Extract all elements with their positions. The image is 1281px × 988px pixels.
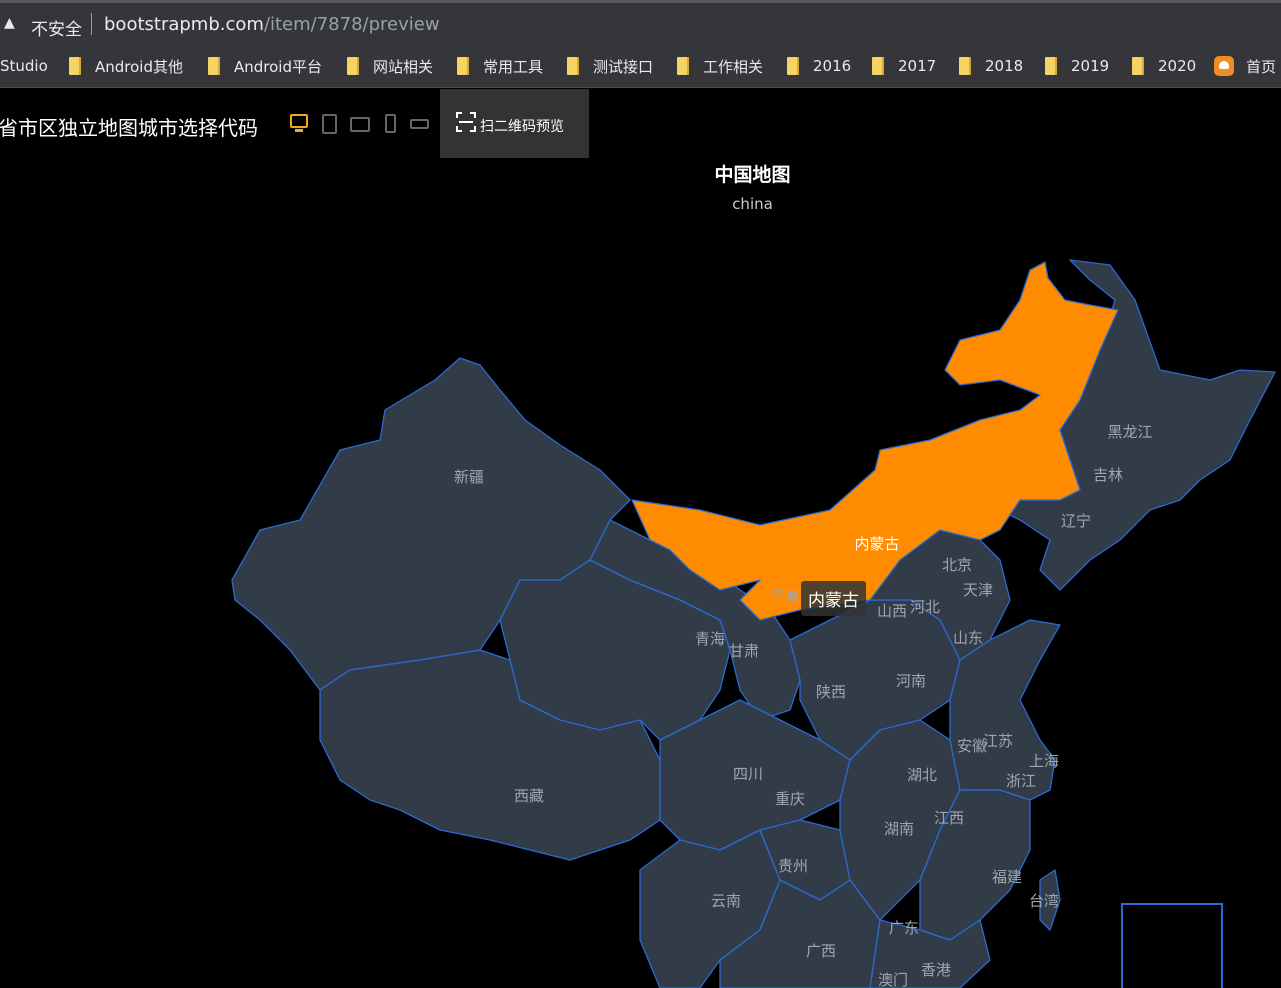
phone-icon[interactable] <box>385 114 396 133</box>
province-label: 河南 <box>896 673 926 690</box>
province-label: 香港 <box>921 962 951 979</box>
address-bar[interactable]: ▲ 不安全 bootstrapmb.com/item/7878/preview <box>0 0 1281 44</box>
bookmark-android-platform[interactable]: Android平台 <box>208 56 322 76</box>
map-subtitle: china <box>732 195 773 213</box>
province-label: 安徽 <box>957 738 987 755</box>
province-label: 陕西 <box>816 684 846 701</box>
province-label: 山东 <box>953 630 983 647</box>
bookmark-work[interactable]: 工作相关 <box>677 56 763 76</box>
qr-preview-label: 扫二维码预览 <box>480 119 564 135</box>
bookmark-home[interactable]: 首页 <box>1214 56 1276 76</box>
bookmarks-bar: Studio Android其他 Android平台 网站相关 常用工具 测试接… <box>0 44 1281 88</box>
bookmark-tools[interactable]: 常用工具 <box>457 56 543 76</box>
province-label: 福建 <box>992 869 1022 886</box>
province-label: 上海 <box>1029 753 1059 770</box>
province-label: 湖北 <box>907 767 937 784</box>
province-label: 黑龙江 <box>1107 424 1152 441</box>
province-label: 吉林 <box>1093 467 1123 484</box>
page-title: 省市区独立地图城市选择代码 <box>0 116 258 140</box>
province-label: 内蒙古 <box>854 536 899 553</box>
province-label: 天津 <box>963 582 993 599</box>
province-label: 贵州 <box>778 858 808 875</box>
warning-triangle-icon[interactable]: ▲ <box>4 15 15 31</box>
province-label: 辽宁 <box>1061 513 1091 530</box>
folder-icon <box>208 57 220 75</box>
region-tibet[interactable] <box>319 649 661 861</box>
map-title: 中国地图 <box>714 164 791 186</box>
folder-icon <box>959 57 971 75</box>
province-label: 山西 <box>877 603 907 620</box>
folder-icon <box>787 57 799 75</box>
province-label: 云南 <box>711 893 741 910</box>
province-label: 广东 <box>889 920 919 937</box>
province-label: 甘肃 <box>729 643 759 660</box>
phone-landscape-icon[interactable] <box>410 119 429 129</box>
tablet-icon[interactable] <box>322 114 337 134</box>
province-label: 新疆 <box>454 469 484 486</box>
tablet-landscape-icon[interactable] <box>350 117 370 132</box>
folder-icon <box>872 57 884 75</box>
bookmark-website[interactable]: 网站相关 <box>347 56 433 76</box>
bookmark-2016[interactable]: 2016 <box>787 56 851 76</box>
region-guangdong[interactable] <box>869 919 991 988</box>
province-label: 江苏 <box>983 733 1013 750</box>
security-status[interactable]: 不安全 <box>31 20 82 40</box>
region-taiwan[interactable] <box>1039 869 1061 931</box>
bookmark-android-other[interactable]: Android其他 <box>69 56 183 76</box>
bookmark-2017[interactable]: 2017 <box>872 56 936 76</box>
region-northeast[interactable] <box>999 259 1276 591</box>
province-label: 北京 <box>942 557 972 574</box>
province-label: 湖南 <box>884 821 914 838</box>
region-east-coast[interactable] <box>949 619 1061 801</box>
province-label: 宁夏 <box>770 588 800 605</box>
province-label: 西藏 <box>514 788 544 805</box>
region-qinghai[interactable] <box>499 559 731 741</box>
folder-icon <box>69 57 81 75</box>
folder-icon <box>1045 57 1057 75</box>
folder-icon <box>677 57 689 75</box>
folder-icon <box>567 57 579 75</box>
bookmark-test-api[interactable]: 测试接口 <box>567 56 653 76</box>
province-label: 江西 <box>934 810 964 827</box>
province-label: 河北 <box>910 599 940 616</box>
province-label: 重庆 <box>775 791 805 808</box>
divider <box>91 13 92 35</box>
province-label: 广西 <box>806 943 836 960</box>
province-label: 青海 <box>695 631 725 648</box>
scan-icon <box>456 112 476 132</box>
bookmark-2020[interactable]: 2020 <box>1132 56 1196 76</box>
province-label: 四川 <box>733 766 763 783</box>
region-inner-mongolia[interactable] <box>631 261 1119 621</box>
map-tooltip: 内蒙古 <box>801 581 866 616</box>
province-label: 澳门 <box>878 972 908 988</box>
desktop-icon[interactable] <box>290 114 308 132</box>
region-sichuan[interactable] <box>659 699 851 851</box>
bookmark-2018[interactable]: 2018 <box>959 56 1023 76</box>
home-icon <box>1214 56 1234 76</box>
bookmark-2019[interactable]: 2019 <box>1045 56 1109 76</box>
url-text[interactable]: bootstrapmb.com/item/7878/preview <box>104 14 440 35</box>
inset-frame <box>1121 903 1223 988</box>
map-title-block: 中国地图 china <box>0 160 1281 213</box>
folder-icon <box>457 57 469 75</box>
preview-toolbar: 省市区独立地图城市选择代码 扫二维码预览 <box>0 89 1281 158</box>
province-label: 台湾 <box>1029 893 1059 910</box>
folder-icon <box>347 57 359 75</box>
qr-preview-button[interactable]: 扫二维码预览 <box>440 89 589 158</box>
bookmark-studio[interactable]: Studio <box>0 57 48 75</box>
folder-icon <box>1132 57 1144 75</box>
province-label: 浙江 <box>1006 773 1036 790</box>
